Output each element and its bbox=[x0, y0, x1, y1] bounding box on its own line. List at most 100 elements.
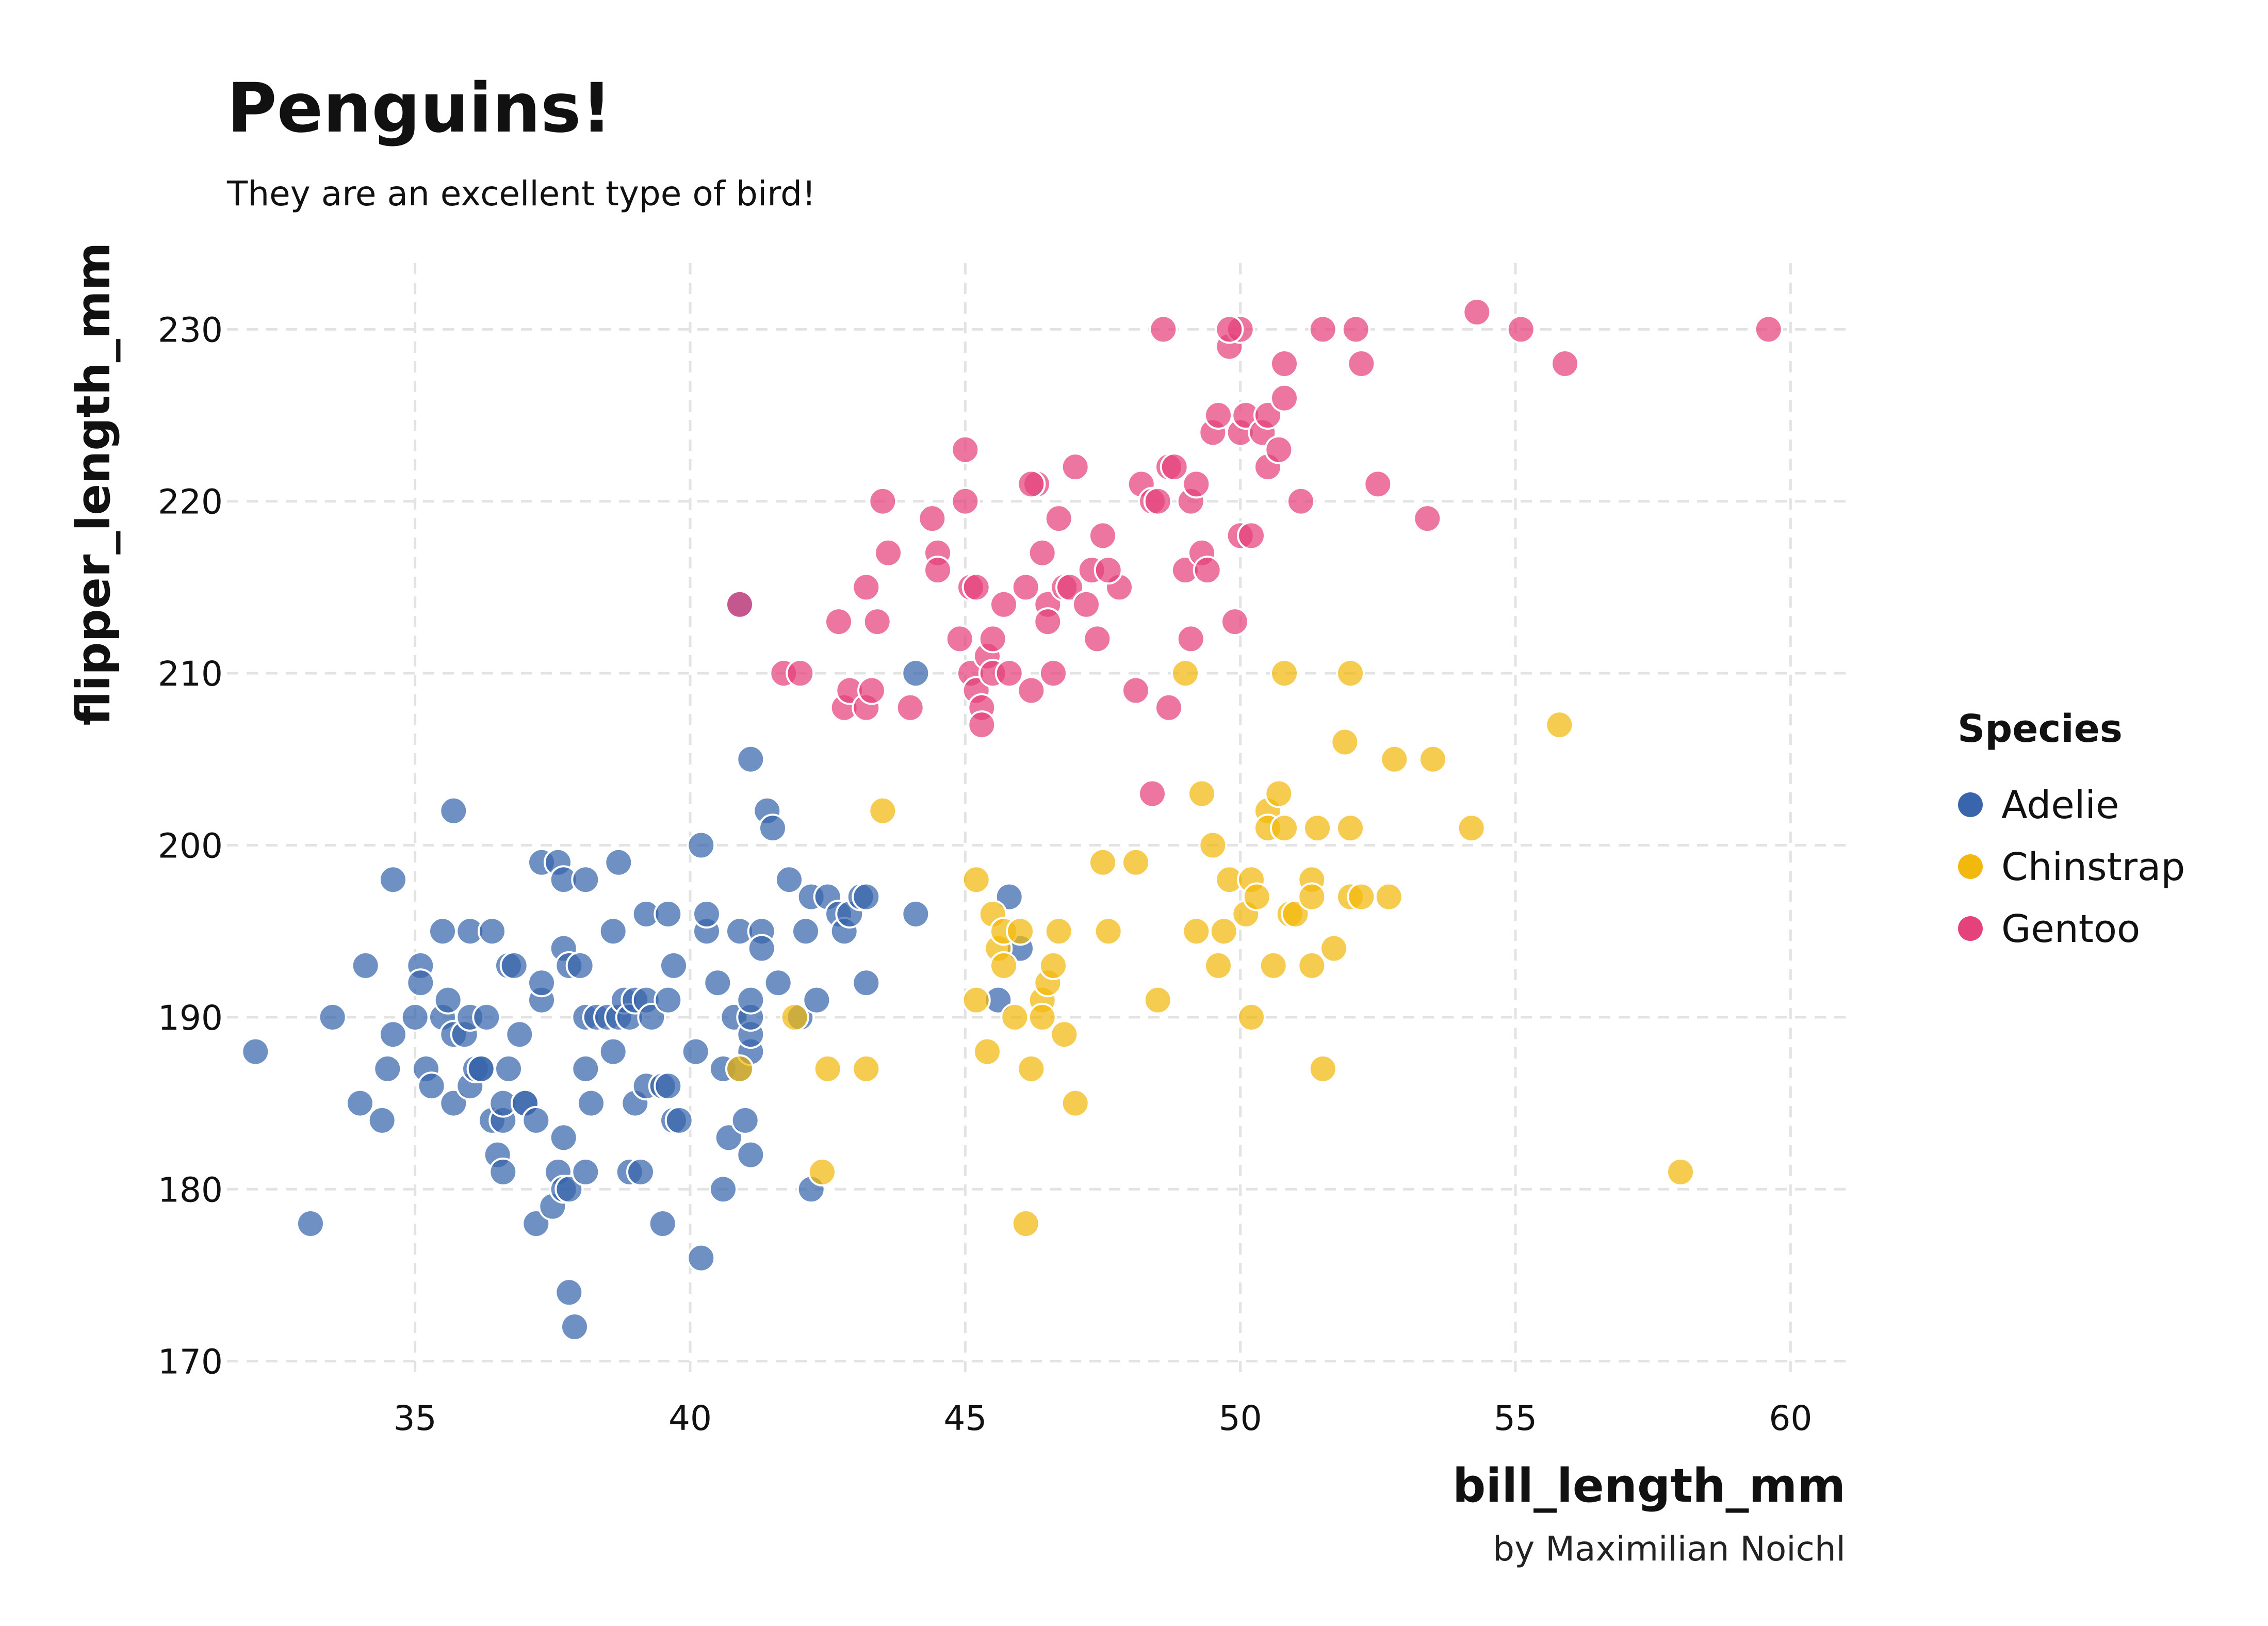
y-tick-label: 190 bbox=[158, 998, 223, 1038]
point-gentoo bbox=[1060, 452, 1090, 482]
point-gentoo bbox=[994, 659, 1024, 688]
point-gentoo bbox=[1506, 315, 1536, 344]
point-adelie bbox=[494, 1054, 523, 1083]
point-adelie bbox=[571, 1054, 600, 1083]
point-gentoo bbox=[1072, 590, 1101, 619]
point-adelie bbox=[571, 865, 600, 895]
point-chinstrap bbox=[1094, 917, 1123, 946]
point-gentoo bbox=[1462, 298, 1492, 327]
point-adelie bbox=[736, 985, 765, 1015]
point-chinstrap bbox=[780, 1002, 809, 1032]
point-gentoo bbox=[1754, 315, 1783, 344]
point-adelie bbox=[687, 831, 716, 860]
x-tick-label: 50 bbox=[1219, 1399, 1262, 1438]
x-tick-label: 45 bbox=[943, 1399, 987, 1438]
point-gentoo bbox=[1220, 607, 1249, 637]
legend-key-chinstrap bbox=[1958, 854, 1983, 879]
point-gentoo bbox=[951, 435, 980, 464]
point-gentoo bbox=[868, 486, 898, 516]
point-gentoo bbox=[1138, 779, 1167, 808]
point-adelie bbox=[654, 1071, 683, 1101]
point-gentoo bbox=[918, 504, 947, 533]
point-adelie bbox=[730, 1105, 760, 1135]
point-gentoo bbox=[1017, 676, 1046, 705]
point-chinstrap bbox=[1209, 917, 1238, 946]
point-chinstrap bbox=[1418, 744, 1447, 774]
point-chinstrap bbox=[1297, 951, 1327, 980]
point-adelie bbox=[521, 1105, 551, 1135]
point-adelie bbox=[346, 1088, 374, 1118]
point-adelie bbox=[367, 1105, 397, 1135]
x-tick-label: 35 bbox=[394, 1399, 437, 1438]
point-adelie bbox=[852, 882, 881, 912]
point-chinstrap bbox=[813, 1054, 842, 1083]
point-gentoo bbox=[1149, 315, 1178, 344]
point-adelie bbox=[527, 968, 556, 998]
legend-items: Adelie Chinstrap Gentoo bbox=[1958, 783, 2185, 951]
point-adelie bbox=[296, 1209, 325, 1238]
point-chinstrap bbox=[1044, 917, 1073, 946]
point-adelie bbox=[598, 917, 628, 946]
point-gentoo bbox=[951, 486, 980, 516]
point-gentoo bbox=[1286, 486, 1315, 516]
point-chinstrap bbox=[852, 1054, 881, 1083]
point-adelie bbox=[901, 899, 931, 929]
point-gentoo bbox=[1154, 693, 1183, 722]
point-chinstrap bbox=[1143, 985, 1172, 1015]
point-chinstrap bbox=[1050, 1020, 1079, 1049]
chart-title: Penguins! bbox=[227, 69, 612, 148]
point-chinstrap bbox=[1270, 659, 1299, 688]
point-adelie bbox=[736, 744, 765, 774]
point-gentoo bbox=[824, 607, 853, 637]
point-adelie bbox=[571, 1157, 600, 1186]
point-adelie bbox=[664, 1105, 694, 1135]
point-adelie bbox=[549, 1123, 578, 1152]
point-chinstrap bbox=[961, 865, 991, 895]
point-chinstrap bbox=[1264, 779, 1294, 808]
point-chinstrap bbox=[1330, 727, 1360, 757]
y-tick-label: 170 bbox=[158, 1342, 223, 1382]
point-chinstrap bbox=[1259, 951, 1288, 980]
point-gentoo bbox=[1363, 469, 1393, 499]
point-adelie bbox=[241, 1037, 270, 1066]
point-adelie bbox=[681, 1037, 710, 1066]
x-axis-title: bill_length_mm bbox=[1453, 1459, 1846, 1513]
point-gentoo bbox=[1237, 521, 1266, 550]
point-chinstrap bbox=[1204, 951, 1233, 980]
point-adelie bbox=[747, 934, 776, 963]
point-adelie bbox=[565, 951, 595, 980]
point-adelie bbox=[709, 1175, 738, 1204]
point-chinstrap bbox=[1666, 1157, 1695, 1186]
point-chinstrap bbox=[1545, 710, 1574, 740]
point-chinstrap bbox=[1336, 659, 1365, 688]
point-chinstrap bbox=[1336, 814, 1365, 843]
point-chinstrap bbox=[1060, 1088, 1090, 1118]
point-gentoo bbox=[1270, 383, 1299, 413]
chart-subtitle: They are an excellent type of bird! bbox=[226, 174, 816, 214]
point-adelie bbox=[791, 917, 820, 946]
point-adelie bbox=[852, 968, 881, 998]
point-adelie bbox=[351, 951, 380, 980]
point-gentoo bbox=[1011, 573, 1040, 602]
point-adelie bbox=[598, 1037, 628, 1066]
point-gentoo bbox=[1204, 401, 1233, 430]
point-chinstrap bbox=[1039, 951, 1068, 980]
x-axis-ticks: 35 40 45 50 55 60 bbox=[394, 1399, 1813, 1438]
point-chinstrap bbox=[1374, 882, 1404, 912]
point-adelie bbox=[406, 968, 435, 998]
point-adelie bbox=[577, 1088, 606, 1118]
point-gentoo bbox=[1551, 349, 1579, 378]
y-axis-title: flipper_length_mm bbox=[67, 242, 121, 726]
point-chinstrap bbox=[1182, 917, 1211, 946]
point-chinstrap bbox=[808, 1157, 837, 1186]
point-gentoo bbox=[1121, 676, 1150, 705]
y-tick-label: 200 bbox=[158, 826, 223, 866]
point-adelie bbox=[659, 951, 688, 980]
point-chinstrap bbox=[1121, 848, 1150, 877]
point-gentoo bbox=[1094, 556, 1123, 585]
point-gentoo bbox=[1215, 315, 1244, 344]
point-adelie bbox=[478, 917, 507, 946]
legend-title: Species bbox=[1957, 707, 2123, 751]
point-gentoo bbox=[862, 607, 892, 637]
point-gentoo bbox=[1143, 486, 1172, 516]
